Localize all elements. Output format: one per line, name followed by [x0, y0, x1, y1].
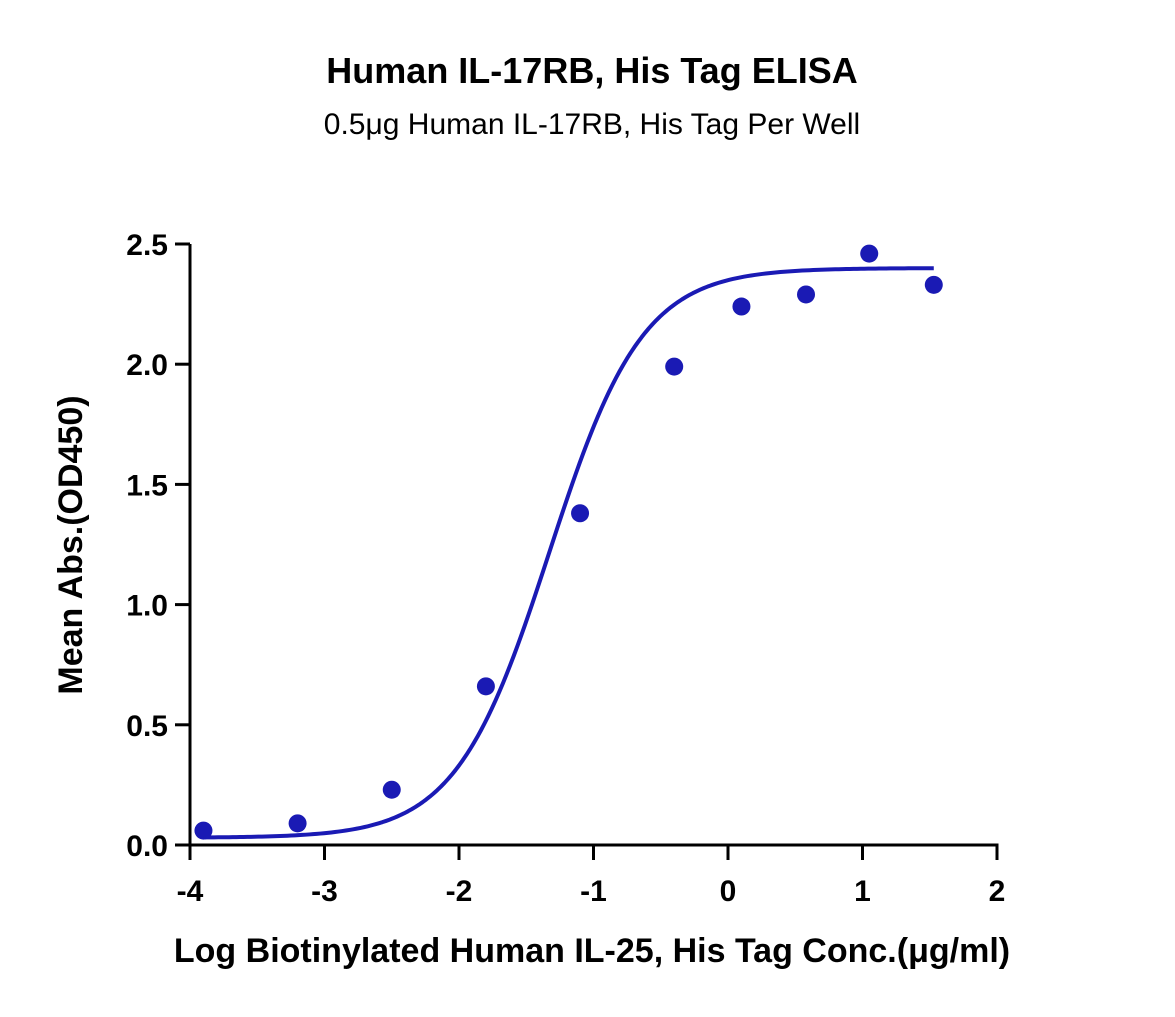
axes: [188, 244, 999, 847]
data-points: [194, 244, 943, 840]
fit-curve: [203, 266, 934, 840]
data-point: [860, 244, 879, 263]
x-tick-label: -4: [177, 875, 204, 908]
y-tick-label: 1.5: [126, 469, 168, 502]
data-point: [924, 275, 943, 294]
fit-curve-group: [203, 266, 934, 840]
data-point: [382, 780, 401, 799]
chart-title: Human IL-17RB, His Tag ELISA: [326, 50, 857, 91]
ticks: -4 -3 -2 -1 0 1 2 0.0 0.5 1.0 1.5 2.0 2.5: [126, 229, 1005, 908]
y-axis-title: Mean Abs.(OD450): [52, 395, 90, 694]
data-point: [194, 821, 213, 840]
data-point: [732, 297, 751, 316]
x-axis-title: Log Biotinylated Human IL-25, His Tag Co…: [174, 932, 1010, 970]
y-tick-label: 2.0: [126, 349, 168, 382]
y-tick-label: 0.0: [126, 830, 168, 863]
x-tick-label: -3: [311, 875, 338, 908]
data-point: [571, 504, 590, 523]
data-point: [288, 814, 307, 833]
x-tick-label: -1: [580, 875, 607, 908]
chart-subtitle: 0.5μg Human IL-17RB, His Tag Per Well: [324, 108, 860, 141]
data-point: [665, 357, 684, 376]
x-tick-label: 0: [720, 875, 737, 908]
x-tick-label: -2: [446, 875, 473, 908]
x-tick-label: 2: [989, 875, 1006, 908]
y-tick-label: 0.5: [126, 710, 168, 743]
x-tick-label: 1: [854, 875, 871, 908]
data-point: [797, 285, 816, 304]
y-tick-label: 2.5: [126, 229, 168, 262]
data-point: [476, 677, 495, 696]
y-tick-label: 1.0: [126, 590, 168, 623]
